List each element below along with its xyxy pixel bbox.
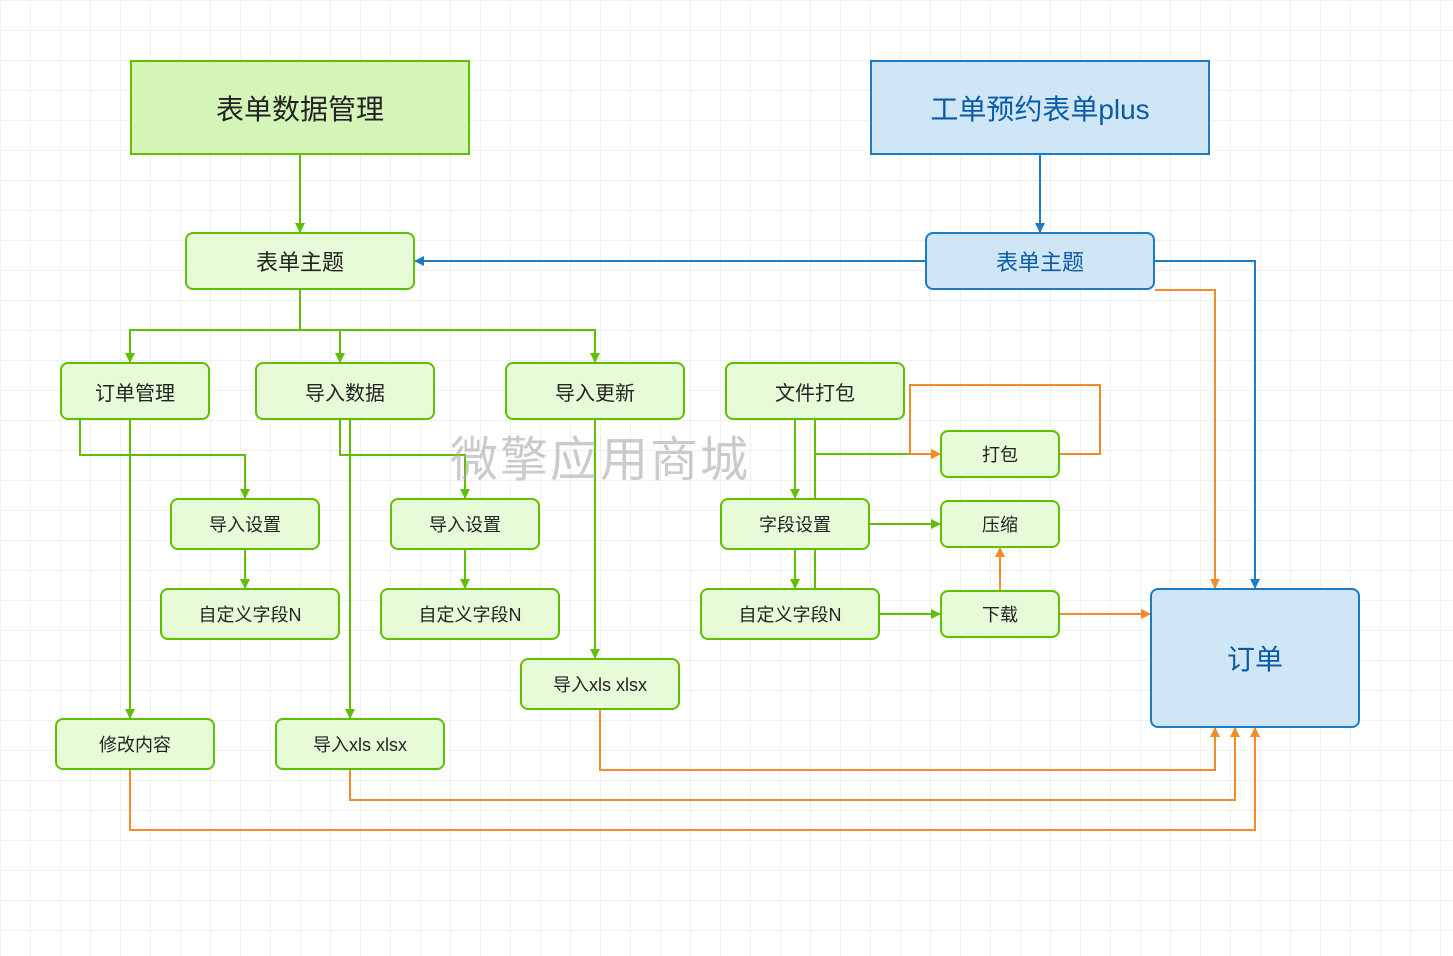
flow-node-n21: 订单 — [1150, 588, 1360, 728]
flow-edge — [300, 290, 595, 362]
flow-node-n2: 工单预约表单plus — [870, 60, 1210, 155]
flow-node-n15: 自定义字段N — [160, 588, 340, 640]
flow-edge — [600, 710, 1215, 770]
flow-node-n5: 订单管理 — [60, 362, 210, 420]
flow-node-n9: 打包 — [940, 430, 1060, 478]
flow-node-n11: 下载 — [940, 590, 1060, 638]
flow-edge — [130, 290, 300, 362]
flow-node-n4: 表单主题 — [925, 232, 1155, 290]
flow-node-n17: 自定义字段N — [700, 588, 880, 640]
flow-edge — [300, 290, 340, 362]
flow-node-n8: 文件打包 — [725, 362, 905, 420]
flow-edge — [80, 420, 245, 498]
flow-node-n6: 导入数据 — [255, 362, 435, 420]
flow-edge — [340, 420, 465, 498]
flow-edge — [1155, 261, 1255, 588]
flow-edge — [350, 728, 1235, 800]
flow-node-n10: 压缩 — [940, 500, 1060, 548]
flow-node-n7: 导入更新 — [505, 362, 685, 420]
flow-node-n3: 表单主题 — [185, 232, 415, 290]
flow-node-n12: 导入设置 — [170, 498, 320, 550]
flow-edge — [815, 420, 940, 454]
flow-node-n19: 修改内容 — [55, 718, 215, 770]
flow-node-n20: 导入xls xlsx — [275, 718, 445, 770]
flow-node-n18: 导入xls xlsx — [520, 658, 680, 710]
flow-node-n13: 导入设置 — [390, 498, 540, 550]
flow-node-n1: 表单数据管理 — [130, 60, 470, 155]
flow-node-n16: 自定义字段N — [380, 588, 560, 640]
flow-node-n14: 字段设置 — [720, 498, 870, 550]
flow-edge — [1155, 290, 1215, 588]
